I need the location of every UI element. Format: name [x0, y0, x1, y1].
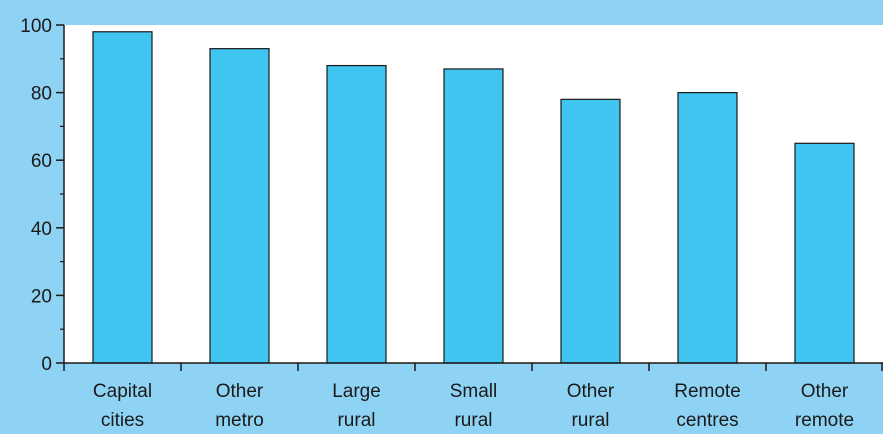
y-tick-label: 0	[41, 354, 52, 375]
y-tick-label: 60	[31, 151, 52, 172]
bar-2	[326, 64, 387, 364]
bar-4	[560, 98, 621, 364]
x-category-label: Other	[216, 381, 264, 402]
x-category-label: rural	[337, 410, 375, 431]
bar-1	[209, 48, 270, 364]
x-category-label: cities	[101, 410, 144, 431]
x-category-label: metro	[215, 410, 264, 431]
y-tick-label: 80	[31, 84, 52, 105]
bars	[92, 31, 855, 364]
y-tick-label: 100	[20, 16, 52, 37]
x-category-label: Other	[567, 381, 615, 402]
x-category-label: Small	[450, 381, 498, 402]
x-category-label: centres	[676, 410, 738, 431]
x-category-label: Other	[801, 381, 849, 402]
bar-3	[443, 68, 504, 364]
x-category-label: Large	[332, 381, 381, 402]
y-tick-label: 20	[31, 286, 52, 307]
x-category-label: rural	[571, 410, 609, 431]
bar-0	[92, 31, 153, 364]
bar-6	[794, 142, 855, 364]
x-category-label: rural	[454, 410, 492, 431]
y-tick-label: 40	[31, 219, 52, 240]
x-category-label: remote	[795, 410, 854, 431]
x-axis: Capital cities Other metro Large rural Small ru…	[63, 362, 883, 431]
x-category-label: Capital	[93, 381, 152, 402]
x-category-label: Remote	[674, 381, 741, 402]
bar-5	[677, 91, 738, 364]
y-axis: 0 20 40 60 80 100	[20, 16, 65, 375]
